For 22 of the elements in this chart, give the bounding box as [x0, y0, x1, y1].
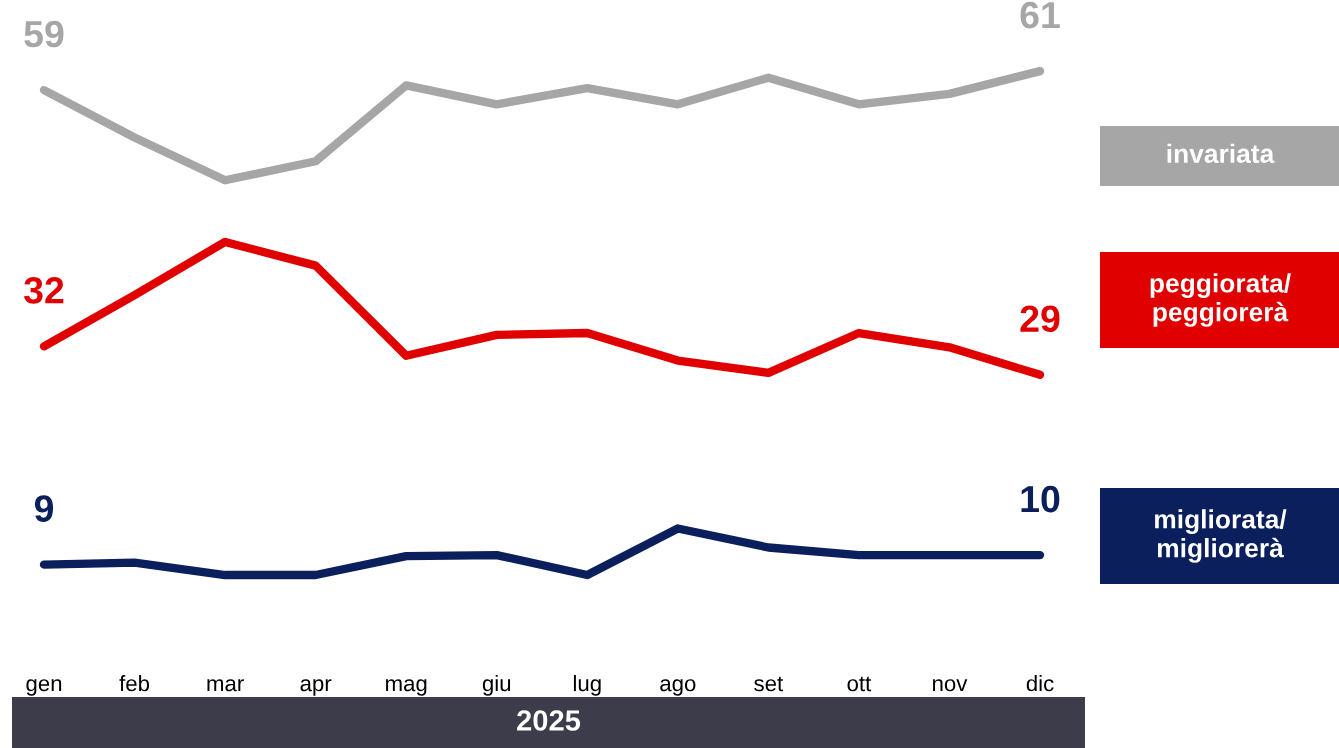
x-tick-label: apr — [300, 679, 332, 696]
data-label: 32 — [24, 277, 64, 304]
x-tick-label: mag — [386, 679, 427, 696]
x-tick-label: dic — [1026, 675, 1054, 692]
text: invariata — [1167, 143, 1275, 164]
x-tick-label: set — [754, 676, 784, 692]
x-tick-label: feb — [119, 675, 150, 692]
text: migliorata/ migliorerà — [1155, 509, 1287, 563]
x-tick-label: mar — [207, 679, 244, 692]
text: peggiorata/ peggiorerà — [1150, 273, 1291, 327]
data-label: 9 — [34, 495, 54, 522]
x-tick-label: ott — [847, 676, 872, 692]
data-label: 29 — [1020, 305, 1060, 333]
x-tick-label: lug — [573, 675, 601, 696]
x-tick-label: nov — [933, 679, 968, 692]
data-label: 61 — [1020, 1, 1060, 29]
data-label: 59 — [24, 20, 64, 48]
x-axis-title: 2025 — [517, 710, 581, 731]
data-label: 10 — [1021, 485, 1060, 513]
x-tick-label: gen — [26, 679, 62, 696]
x-tick-label: giu — [482, 675, 511, 696]
x-tick-label: ago — [660, 679, 696, 696]
